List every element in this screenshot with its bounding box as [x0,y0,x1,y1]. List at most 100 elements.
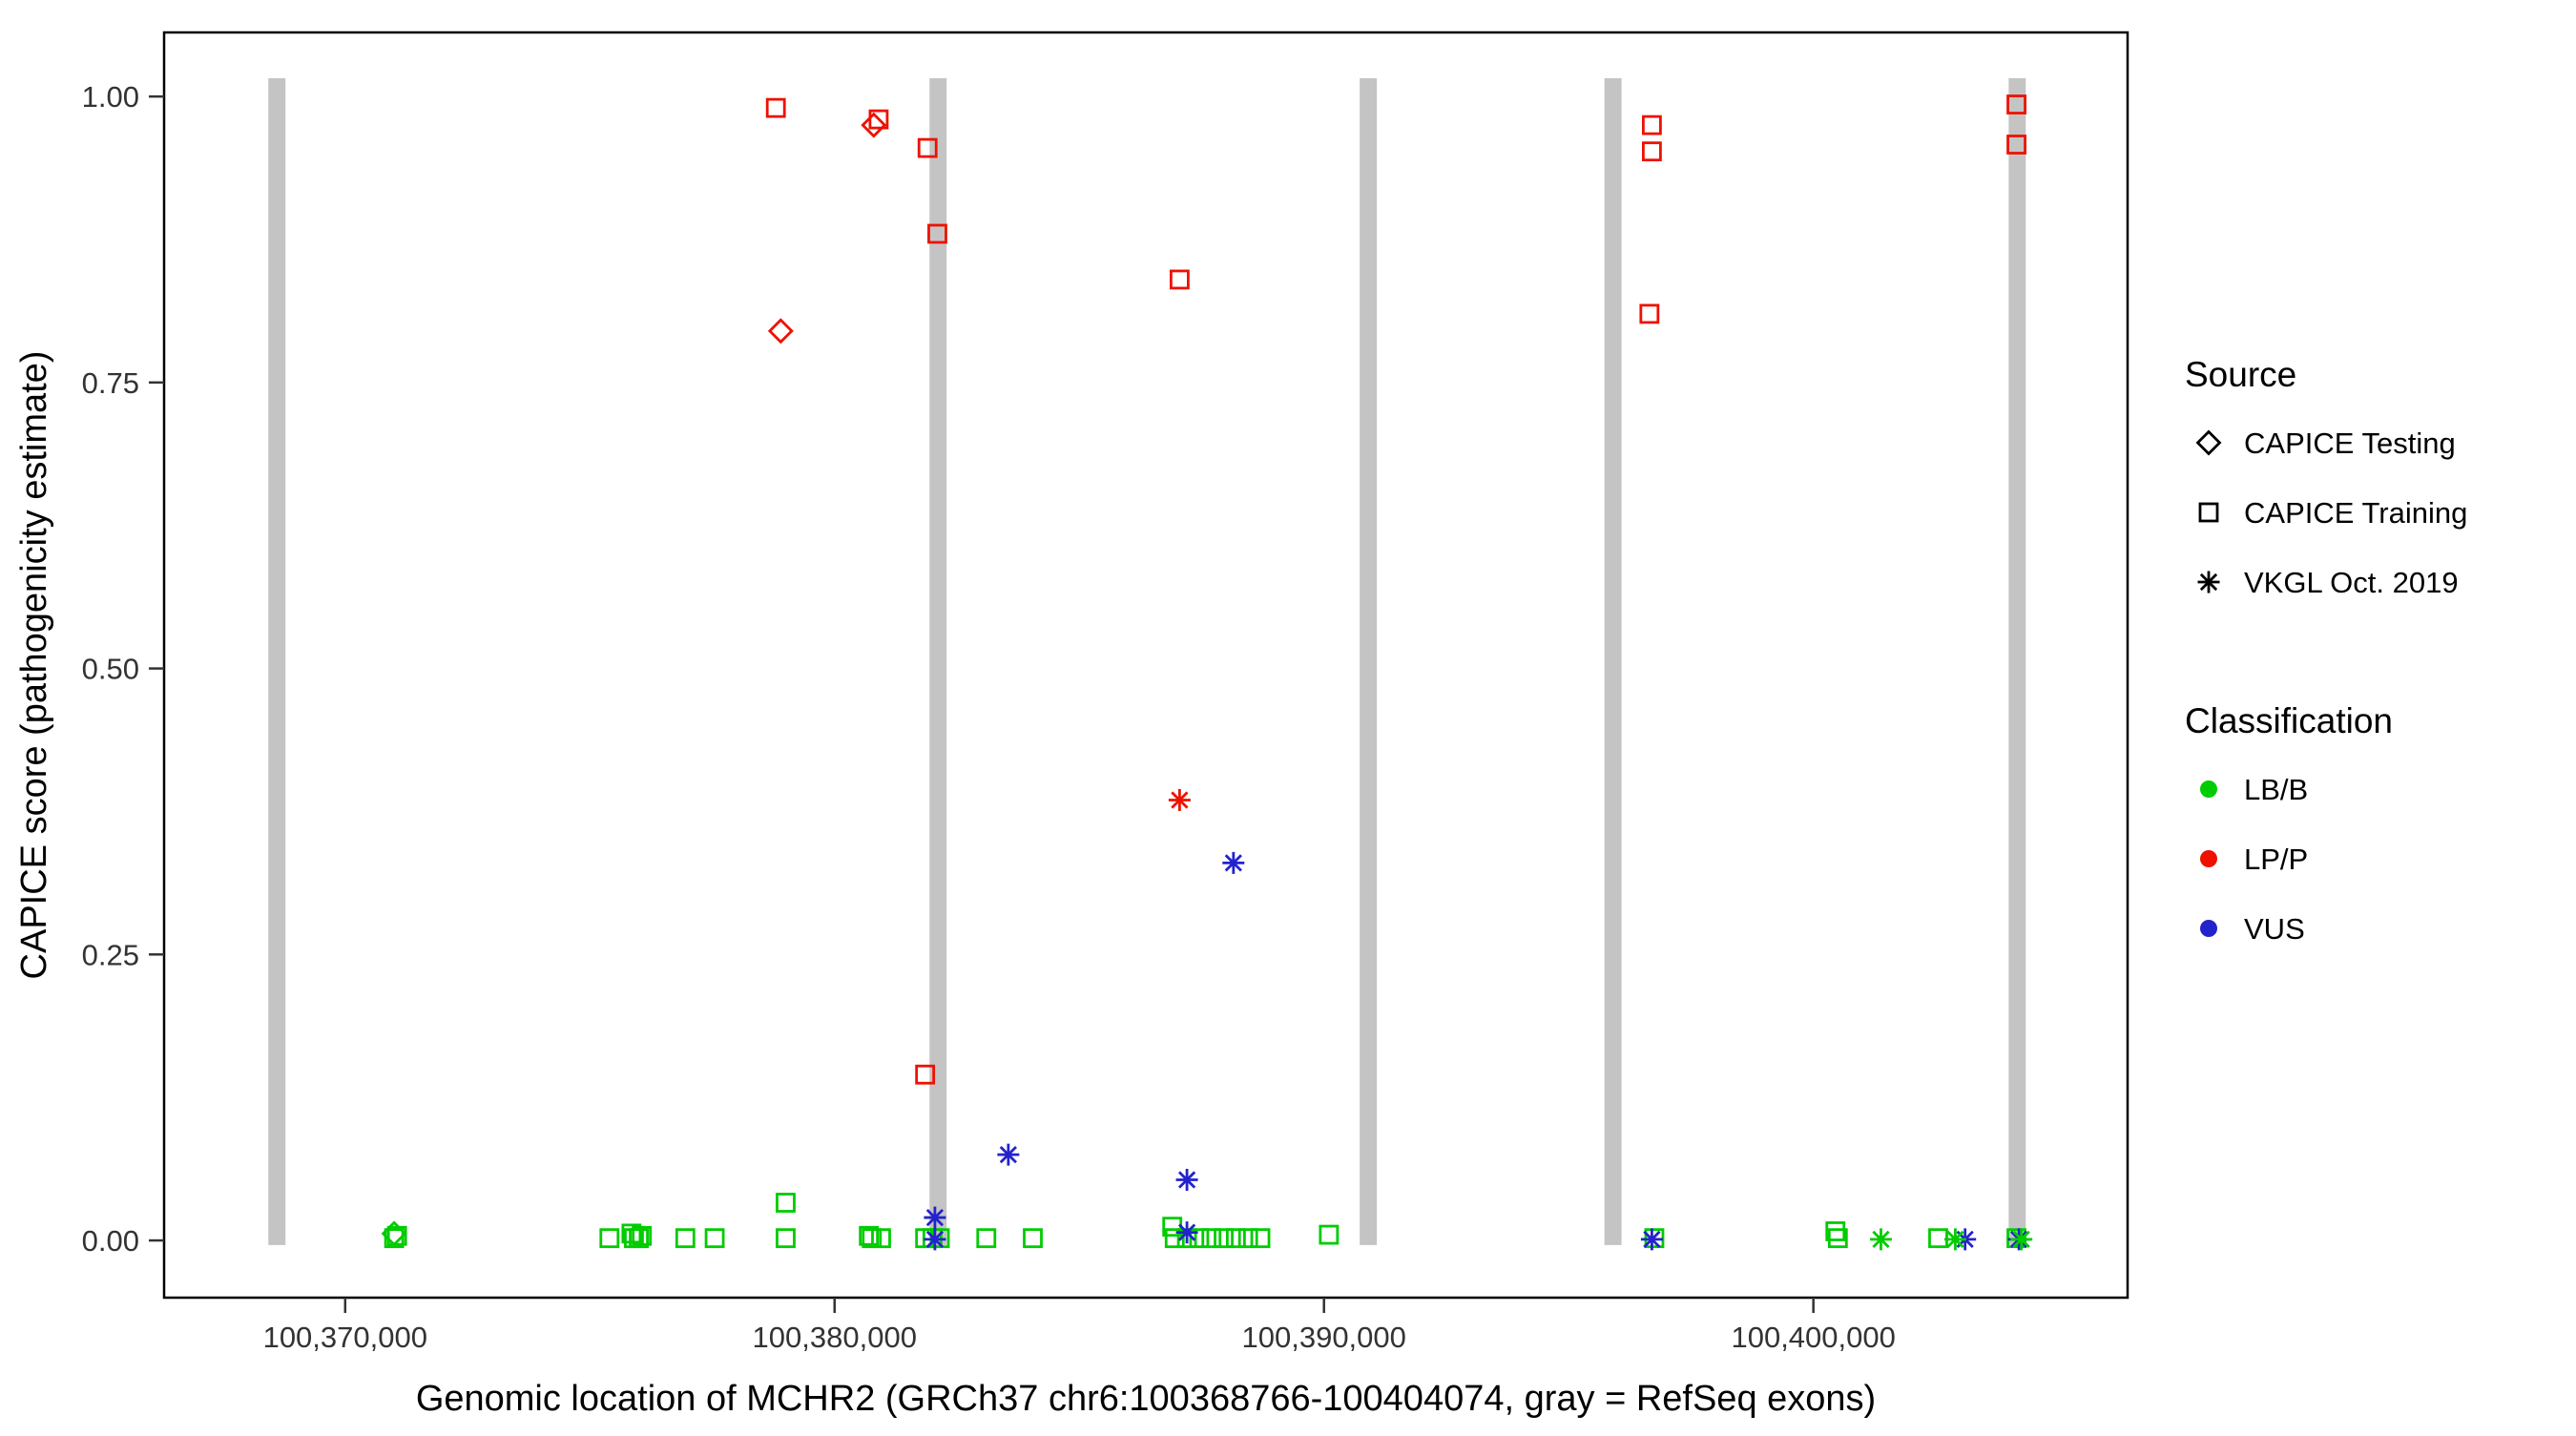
data-point [1319,1224,1340,1245]
data-point [1164,1228,1185,1249]
x-tick-label: 100,400,000 [1731,1321,1895,1354]
square-glyph [859,1225,880,1246]
data-point [917,137,938,158]
y-tick-label: 0.00 [82,1224,139,1258]
y-tick-label: 0.50 [82,653,139,686]
data-point [1169,269,1190,290]
data-point [632,1225,653,1246]
data-point [776,1193,796,1213]
data-point [871,1228,891,1249]
legend: Source CAPICE Testing CAPICE Training VK… [2185,355,2467,946]
data-point [1640,1228,1663,1251]
square-glyph [1225,1228,1246,1249]
data-point [924,1206,946,1229]
asterisk-glyph [1946,1230,1964,1248]
dot-glyph [2200,920,2217,937]
data-point [859,1225,880,1246]
dot-glyph [2200,850,2217,867]
square-glyph [675,1228,696,1249]
legend-square-icon [2198,502,2219,523]
data-point [2006,94,2026,114]
legend-item-lpp: LP/P [2244,843,2308,876]
square-glyph [1201,1228,1222,1249]
square-glyph [384,1228,405,1249]
square-glyph [1169,269,1190,290]
asterisk-glyph [1177,1223,1196,1241]
plot-panel-layer: 100,370,000 100,380,000 100,390,000 100,400… [82,31,2129,1354]
data-point [1639,303,1660,324]
square-glyph [868,109,889,130]
asterisk-glyph [2012,1230,2030,1248]
x-tick-label: 100,370,000 [263,1321,427,1354]
data-point [1642,141,1662,162]
data-point [1222,851,1245,874]
square-glyph [1827,1228,1848,1249]
data-point [868,109,889,130]
refseq-exon-bar [268,77,286,1245]
square-glyph [1189,1228,1210,1249]
legend-color-dot-icon [2200,850,2217,867]
data-point [2010,1228,2033,1251]
data-point [599,1228,620,1249]
square-glyph [871,1228,891,1249]
data-point [704,1228,725,1249]
data-point [675,1228,696,1249]
square-glyph [765,97,786,118]
data-point [997,1143,1020,1166]
data-point [1201,1228,1222,1249]
square-glyph [1023,1228,1043,1249]
data-point [1168,788,1191,811]
asterisk-glyph [1171,791,1189,809]
data-point [924,1228,946,1251]
asterisk-glyph [1643,1230,1661,1248]
x-axis-title: Genomic location of MCHR2 (GRCh37 chr6:1… [416,1379,1876,1419]
data-point [629,1228,649,1249]
x-tick-label: 100,380,000 [753,1321,917,1354]
square-glyph [1164,1228,1185,1249]
data-point [1827,1228,1848,1249]
square-glyph [915,1064,936,1085]
data-point [776,1228,796,1249]
square-glyph [2006,135,2026,155]
asterisk-glyph [1177,1171,1196,1189]
asterisk-glyph [999,1146,1017,1164]
asterisk-glyph [925,1208,945,1227]
data-point [1023,1228,1043,1249]
x-tick-label: 100,390,000 [1242,1321,1406,1354]
y-tick-label: 0.75 [82,366,139,400]
data-point [1869,1228,1892,1251]
square-glyph [927,223,947,244]
square-glyph [776,1193,796,1213]
legend-item-capice-training: CAPICE Training [2244,496,2467,530]
data-point [1175,1169,1198,1192]
plot-panel-border [162,31,2129,1300]
square-glyph [917,137,938,158]
legend-source-glyphs [2195,429,2222,593]
square-glyph [1639,303,1660,324]
data-point [1214,1228,1234,1249]
data-point [1237,1228,1258,1249]
data-point [1943,1228,1966,1251]
data-point [1189,1228,1210,1249]
square-glyph [386,1225,407,1246]
square-glyph [629,1228,649,1249]
dot-glyph [2200,780,2217,798]
legend-item-lbb: LB/B [2244,773,2308,806]
refseq-exon-bar [929,77,947,1245]
square-glyph [632,1225,653,1246]
data-point [2006,135,2026,155]
square-glyph [1214,1228,1234,1249]
diamond-glyph [2195,429,2222,456]
y-axis-title: CAPICE score (pathogenicity estimate) [14,351,54,980]
legend-diamond-icon [2195,429,2222,456]
legend-classification-title: Classification [2185,701,2393,740]
data-point [927,223,947,244]
data-point [384,1228,405,1249]
asterisk-glyph [925,1230,945,1248]
legend-item-vus: VUS [2244,912,2305,946]
legend-source-title: Source [2185,355,2296,394]
data-point [1642,114,1662,135]
data-point [1175,1221,1198,1244]
